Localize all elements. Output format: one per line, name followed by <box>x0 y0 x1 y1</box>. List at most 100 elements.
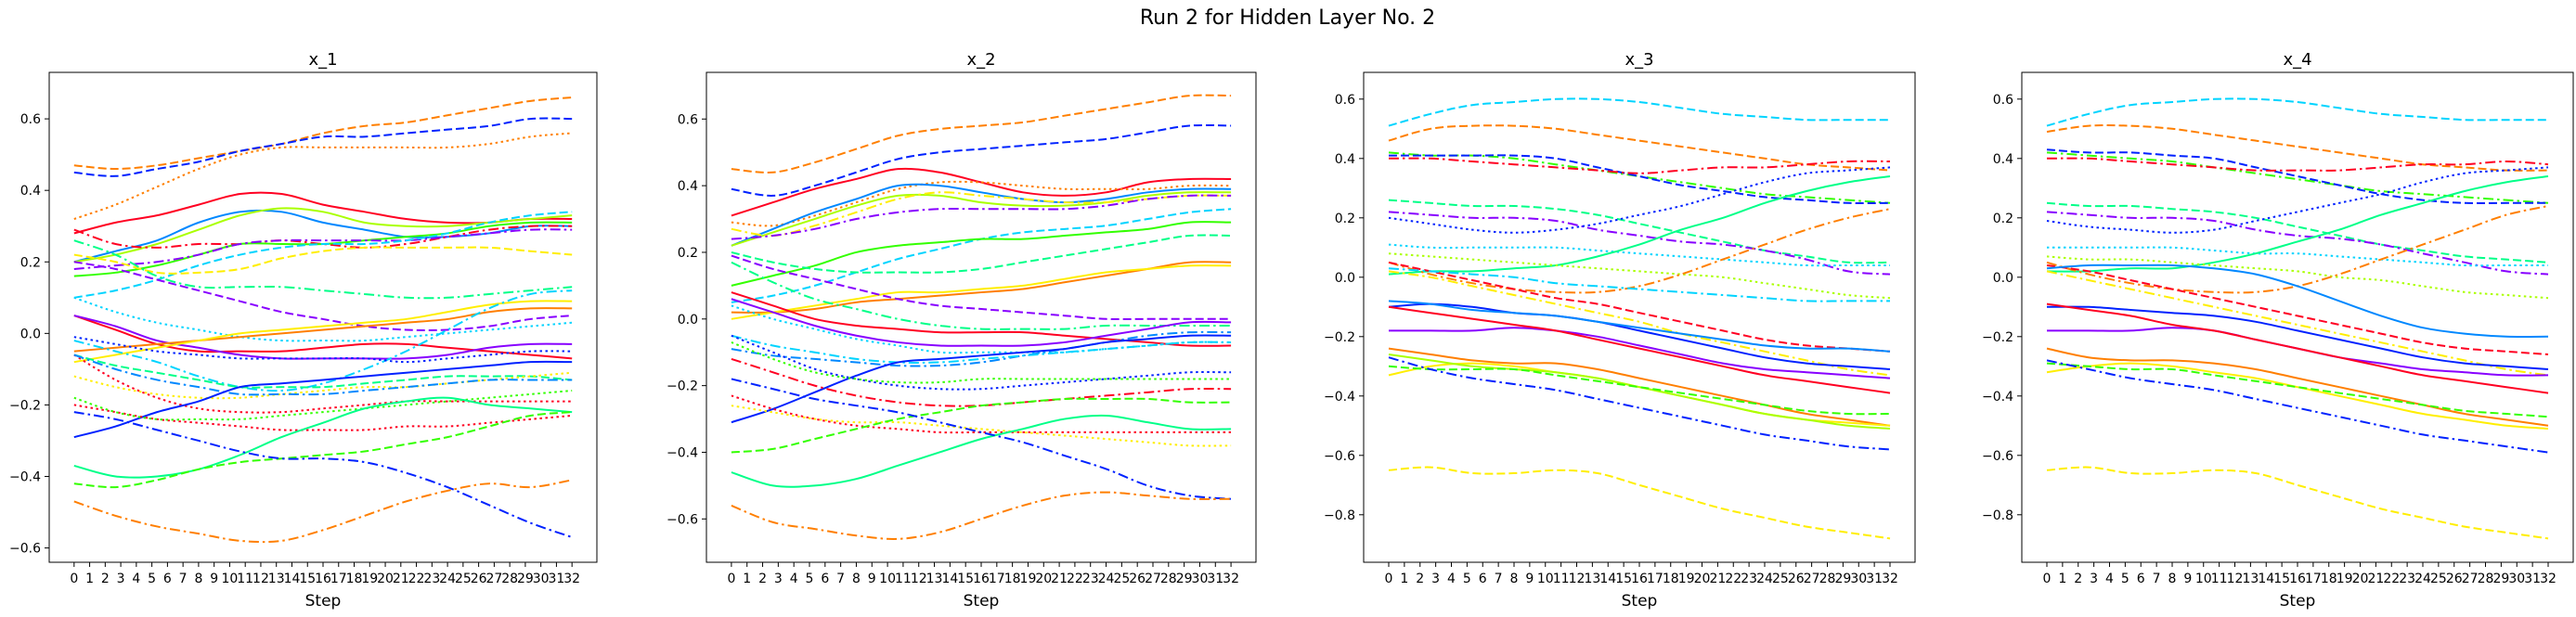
x-tick-label: 28 <box>1160 572 1177 586</box>
x-tick-label: 0 <box>1385 572 1393 586</box>
x-tick-label: 21 <box>1709 572 1726 586</box>
series-line-x_1-15 <box>73 315 573 360</box>
x-tick-label: 32 <box>1882 572 1898 586</box>
series-line-x_2-25 <box>731 405 1232 447</box>
series-line-x_1-29 <box>73 411 573 538</box>
x-tick-label: 2 <box>758 572 767 586</box>
x-tick-label: 6 <box>1479 572 1487 586</box>
x-tick-label: 31 <box>1866 572 1883 586</box>
x-tick-label: 25 <box>1772 572 1789 586</box>
subplot-title: x_2 <box>966 50 995 70</box>
y-tick-label: 0.2 <box>1335 212 1355 226</box>
series-line-x_4-14 <box>2046 270 2549 377</box>
series-line-x_3-8 <box>1388 243 1890 267</box>
series-line-x_2-24 <box>731 394 1232 434</box>
x-tick-label: 19 <box>2337 572 2353 586</box>
x-tick-label: 1 <box>2058 572 2066 586</box>
x-tick-label: 9 <box>2183 572 2192 586</box>
series-line-x_1-18 <box>73 289 573 392</box>
axes-frame <box>48 71 598 563</box>
x-tick-label: 20 <box>2352 572 2369 586</box>
series-line-x_2-3 <box>731 180 1232 227</box>
x-tick-label: 18 <box>1004 572 1021 586</box>
series-line-x_4-17 <box>2046 302 2549 394</box>
x-tick-label: 14 <box>1599 572 1616 586</box>
y-tick-label: 0.4 <box>678 179 698 194</box>
series-line-x_2-14 <box>731 261 1232 330</box>
series-line-x_3-24 <box>1388 466 1891 540</box>
x-tick-label: 15 <box>299 572 316 586</box>
series-line-x_3-14 <box>1388 270 1891 377</box>
x-tick-label: 7 <box>836 572 845 586</box>
series-line-x_1-0 <box>73 96 573 171</box>
x-tick-label: 17 <box>330 572 347 586</box>
series-line-x_4-21 <box>2046 359 2549 454</box>
series-line-x_2-28 <box>731 378 1232 500</box>
series-line-x_3-1 <box>1388 124 1891 172</box>
x-tick-label: 7 <box>179 572 188 586</box>
y-tick-label: 0.6 <box>1335 93 1355 108</box>
x-tick-label: 26 <box>471 572 487 586</box>
x-tick-label: 16 <box>2289 572 2306 586</box>
x-axis-label: Step <box>964 592 1000 611</box>
series-line-x_3-4 <box>1388 157 1891 174</box>
x-tick-label: 26 <box>1788 572 1805 586</box>
x-tick-label: 11 <box>2211 572 2228 586</box>
series-line-x_1-17 <box>73 300 573 364</box>
series-line-x_3-11 <box>1388 208 1891 294</box>
y-tick-label: −0.6 <box>667 512 698 527</box>
series-line-x_3-0 <box>1388 97 1890 127</box>
y-tick-label: −0.2 <box>1982 330 2013 345</box>
x-tick-label: 23 <box>423 572 440 586</box>
x-tick-label: 18 <box>346 572 363 586</box>
x-tick-label: 10 <box>222 572 239 586</box>
x-tick-label: 32 <box>2540 572 2557 586</box>
x-tick-label: 8 <box>1510 572 1519 586</box>
x-tick-label: 13 <box>268 572 285 586</box>
x-tick-label: 29 <box>1176 572 1193 586</box>
series-line-x_2-7 <box>731 194 1232 240</box>
y-tick-label: −0.4 <box>667 445 698 460</box>
x-tick-label: 3 <box>117 572 125 586</box>
x-tick-label: 3 <box>1431 572 1440 586</box>
series-line-x_2-26 <box>731 397 1232 454</box>
y-tick-label: −0.8 <box>1982 508 2013 523</box>
x-tick-label: 16 <box>973 572 990 586</box>
series-line-x_4-22 <box>2046 466 2549 540</box>
x-tick-label: 10 <box>2195 572 2212 586</box>
x-tick-label: 17 <box>989 572 1005 586</box>
x-tick-label: 8 <box>2168 572 2177 586</box>
x-tick-label: 11 <box>1553 572 1570 586</box>
axes-frame <box>2021 71 2574 563</box>
x-tick-label: 16 <box>315 572 331 586</box>
y-tick-label: 0.0 <box>1335 271 1355 286</box>
subplot-x_2: −0.6−0.4−0.20.00.20.40.60 1 2 3 4 5 6 7 8 9 101112… <box>667 50 1257 611</box>
series-line-x_4-9 <box>2046 175 2549 273</box>
x-tick-label: 12 <box>1569 572 1586 586</box>
series-line-x_3-18 <box>1388 305 1891 394</box>
series-line-x_1-24 <box>73 360 573 439</box>
y-tick-label: −0.4 <box>1982 390 2013 405</box>
series-line-x_1-3 <box>73 191 573 235</box>
series-line-x_3-12 <box>1388 261 1891 353</box>
x-tick-label: 11 <box>895 572 912 586</box>
x-tick-label: 25 <box>2430 572 2447 586</box>
series-line-x_3-21 <box>1388 353 1891 430</box>
y-tick-label: 0.0 <box>20 327 41 341</box>
x-tick-label: 2 <box>101 572 110 586</box>
x-tick-label: 20 <box>1694 572 1711 586</box>
subplot-x_4: −0.8−0.6−0.4−0.20.00.20.40.60 1 2 3 4 5 6 7 8 9 10… <box>1982 50 2574 611</box>
x-tick-label: 26 <box>1129 572 1146 586</box>
x-tick-label: 27 <box>2462 572 2479 586</box>
y-tick-label: 0.2 <box>678 246 698 261</box>
x-tick-label: 30 <box>2508 572 2525 586</box>
x-tick-label: 18 <box>1663 572 1679 586</box>
x-tick-label: 29 <box>517 572 534 586</box>
x-tick-label: 25 <box>1113 572 1130 586</box>
y-tick-label: 0.0 <box>1993 271 2013 286</box>
x-tick-label: 5 <box>148 572 156 586</box>
series-line-x_4-13 <box>2046 264 2549 339</box>
x-tick-label: 5 <box>2121 572 2129 586</box>
x-tick-label: 8 <box>852 572 861 586</box>
